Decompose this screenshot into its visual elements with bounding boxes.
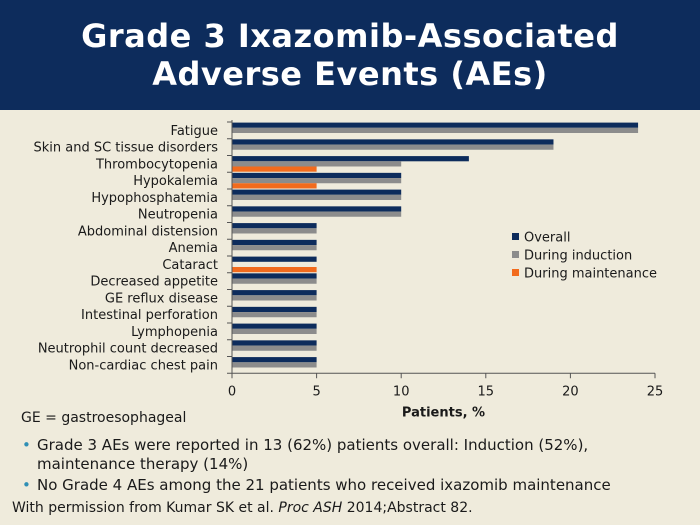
- legend-label: During induction: [524, 249, 632, 264]
- bar-during-induction: [232, 161, 402, 167]
- x-tick-label: 5: [312, 384, 320, 399]
- category-label: Skin and SC tissue disorders: [33, 141, 218, 156]
- x-tick-label: 15: [478, 384, 495, 399]
- category-label: Hypophosphatemia: [91, 191, 218, 206]
- legend-label: Overall: [524, 231, 570, 246]
- category-label: Neutrophil count decreased: [38, 342, 218, 357]
- bar-during-induction: [232, 295, 317, 301]
- legend-swatch: [512, 269, 519, 276]
- bar-during-induction: [232, 328, 317, 334]
- bar-overall: [232, 156, 469, 162]
- slide-title-line-1: Grade 3 Ixazomib-Associated: [81, 17, 619, 55]
- bar-overall: [232, 122, 639, 128]
- category-label: Hypokalemia: [133, 174, 218, 189]
- slide-title-line-2: Adverse Events (AEs): [152, 55, 548, 93]
- bar-during-induction: [232, 211, 402, 217]
- bar-during-induction: [232, 278, 317, 284]
- bar-overall: [232, 340, 317, 346]
- x-tick-label: 25: [647, 384, 664, 399]
- x-tick-label: 0: [228, 384, 236, 399]
- bar-during-induction: [232, 127, 639, 133]
- bullet-text: No Grade 4 AEs among the 21 patients who…: [37, 476, 611, 494]
- x-tick-label: 20: [562, 384, 579, 399]
- bar-overall: [232, 206, 402, 212]
- category-label: Thrombocytopenia: [95, 157, 218, 172]
- bullet-item: • No Grade 4 AEs among the 21 patients wh…: [22, 476, 682, 495]
- bar-during-induction: [232, 178, 402, 184]
- source-suffix: 2014;Abstract 82.: [342, 500, 473, 516]
- bar-during-induction: [232, 312, 317, 318]
- bar-during-induction: [232, 228, 317, 234]
- bar-overall: [232, 256, 317, 262]
- bar-overall: [232, 306, 317, 313]
- adverse-events-bar-chart: Fatigue Skin and SC tissue disordersThrom…: [33, 120, 664, 420]
- category-label: Anemia: [169, 241, 218, 256]
- bar-during-maintenance: [232, 166, 317, 172]
- bar-overall: [232, 357, 317, 363]
- bullet-item: • Grade 3 AEs were reported in 13 (62%) p…: [22, 436, 682, 474]
- bar-overall: [232, 239, 317, 246]
- bar-overall: [232, 189, 402, 195]
- x-axis-title: Patients, %: [402, 405, 485, 420]
- category-label: Fatigue: [171, 124, 218, 139]
- bar-during-maintenance: [232, 267, 317, 273]
- bar-overall: [232, 139, 554, 145]
- bar-overall: [232, 290, 317, 296]
- bar-overall: [232, 172, 402, 179]
- source-prefix: With permission from Kumar SK et al.: [12, 500, 279, 516]
- bar-during-induction: [232, 362, 317, 368]
- legend-swatch: [512, 251, 519, 258]
- bar-overall: [232, 273, 317, 279]
- category-label: Non-cardiac chest pain: [69, 358, 218, 373]
- x-tick-label: 10: [393, 384, 410, 399]
- legend-swatch: [512, 233, 519, 240]
- legend-label: During maintenance: [524, 267, 657, 282]
- category-label: Intestinal perforation: [81, 308, 218, 323]
- bar-during-induction: [232, 144, 554, 150]
- footnote: GE = gastroesophageal: [21, 410, 187, 426]
- bar-during-maintenance: [232, 183, 317, 189]
- bar-during-induction: [232, 345, 317, 351]
- source-citation: With permission from Kumar SK et al. Pro…: [12, 500, 473, 516]
- bullet-list: • Grade 3 AEs were reported in 13 (62%) p…: [22, 436, 682, 497]
- category-label: GE reflux disease: [105, 291, 218, 306]
- category-label: Decreased appetite: [90, 275, 218, 290]
- category-label: Abdominal distension: [78, 224, 218, 239]
- slide-header: Grade 3 Ixazomib-Associated Adverse Even…: [0, 0, 700, 110]
- bullet-text: Grade 3 AEs were reported in 13 (62%) pa…: [37, 436, 589, 473]
- bar-during-induction: [232, 245, 317, 251]
- category-label: Cataract: [162, 258, 218, 273]
- category-label: Lymphopenia: [131, 325, 218, 340]
- bullet-dot-icon: •: [22, 476, 31, 494]
- bullet-dot-icon: •: [22, 436, 31, 454]
- bar-during-induction: [232, 194, 402, 200]
- category-label: Neutropenia: [138, 208, 218, 223]
- bar-overall: [232, 223, 317, 229]
- source-journal: Proc ASH: [278, 500, 343, 516]
- bar-overall: [232, 323, 317, 329]
